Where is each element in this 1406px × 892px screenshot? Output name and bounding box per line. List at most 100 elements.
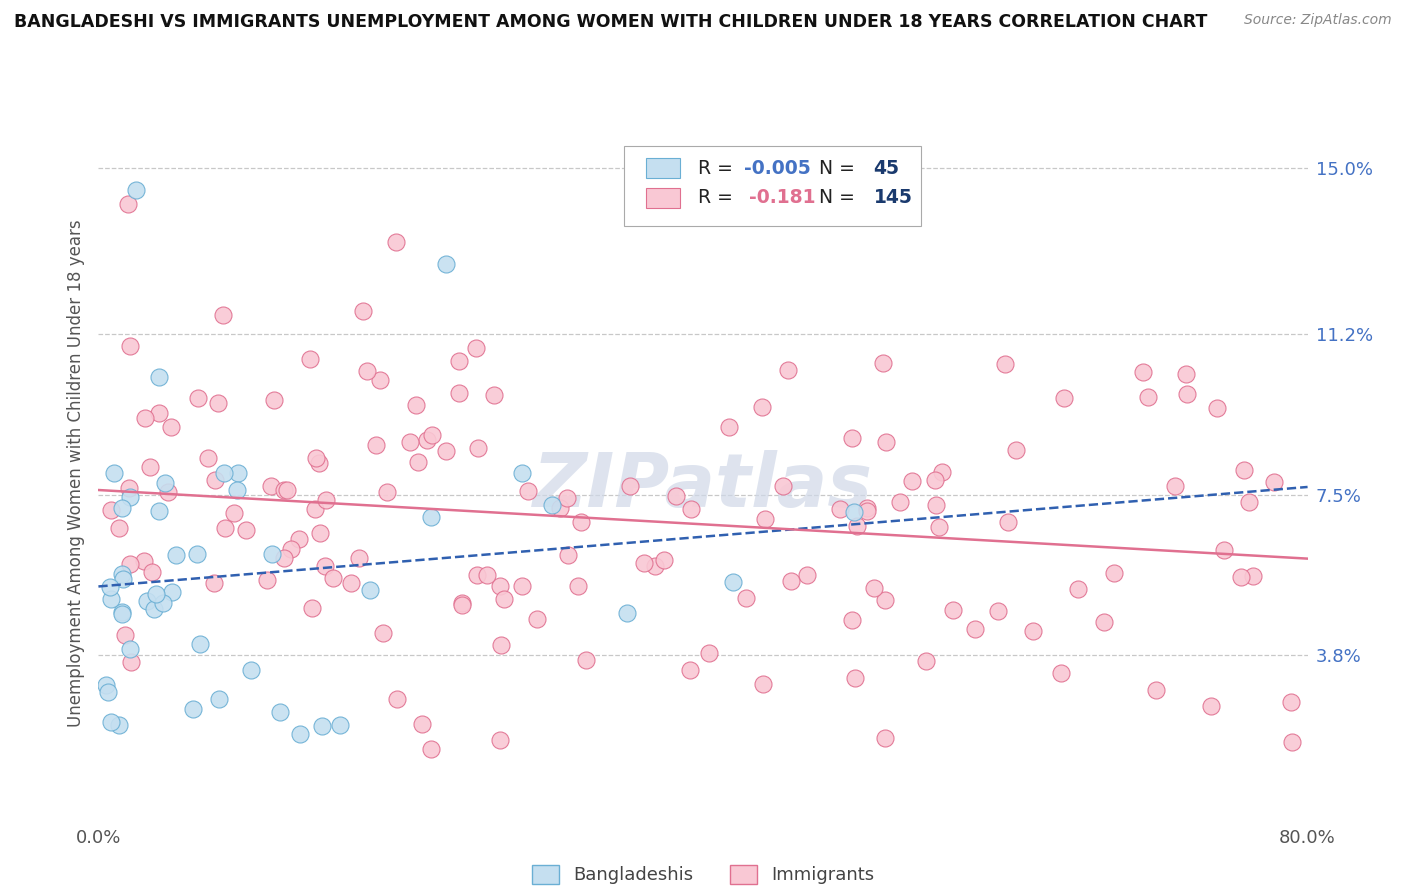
Point <box>100 715 122 730</box>
Point <box>1175 367 1198 381</box>
Point <box>616 606 638 620</box>
Point <box>844 671 866 685</box>
Point <box>1163 479 1185 493</box>
Point <box>526 612 548 626</box>
Point <box>360 582 382 597</box>
Point <box>132 554 155 568</box>
Point <box>148 406 170 420</box>
Point <box>569 515 592 529</box>
Point <box>482 388 505 402</box>
Point <box>434 444 457 458</box>
Point <box>1022 624 1045 638</box>
Point <box>100 503 122 517</box>
Point <box>475 568 498 582</box>
Point <box>152 596 174 610</box>
Point <box>273 483 295 497</box>
Point <box>844 505 866 519</box>
Point <box>226 466 249 480</box>
Point <box>1230 570 1253 584</box>
Point <box>399 434 422 449</box>
Point <box>141 565 163 579</box>
Point <box>111 607 134 621</box>
Point <box>828 501 851 516</box>
Point <box>1004 442 1026 457</box>
Text: N =: N = <box>807 159 860 178</box>
Point <box>488 578 510 592</box>
Point <box>465 568 488 582</box>
Point <box>540 498 562 512</box>
Point <box>148 504 170 518</box>
Text: R =: R = <box>699 159 740 178</box>
Point <box>314 558 336 573</box>
Point <box>681 502 703 516</box>
FancyBboxPatch shape <box>647 188 681 208</box>
Point <box>420 742 443 756</box>
Point <box>900 474 922 488</box>
Point <box>717 420 740 434</box>
Point <box>633 557 655 571</box>
Point <box>139 459 162 474</box>
Point <box>208 692 231 706</box>
Point <box>120 490 142 504</box>
Point <box>467 442 489 456</box>
Point <box>1092 615 1115 629</box>
Point <box>118 557 141 571</box>
Point <box>411 717 433 731</box>
Point <box>451 596 474 610</box>
Point <box>451 598 474 612</box>
Point <box>873 593 896 607</box>
Point <box>160 584 183 599</box>
Point <box>187 391 209 405</box>
Point <box>134 410 156 425</box>
Y-axis label: Unemployment Among Women with Children Under 18 years: Unemployment Among Women with Children U… <box>66 219 84 727</box>
Point <box>575 653 598 667</box>
Point <box>263 392 285 407</box>
Point <box>308 456 330 470</box>
Point <box>364 438 387 452</box>
Point <box>619 479 641 493</box>
Point <box>117 196 139 211</box>
Point <box>751 401 773 415</box>
Point <box>875 731 897 745</box>
Point <box>165 548 187 562</box>
Point <box>94 678 117 692</box>
Point <box>652 553 675 567</box>
Point <box>517 483 540 498</box>
Point <box>987 604 1010 618</box>
FancyBboxPatch shape <box>624 145 921 226</box>
Point <box>148 370 170 384</box>
Point <box>108 520 131 534</box>
Point <box>1199 699 1222 714</box>
Legend: Bangladeshis, Immigrants: Bangladeshis, Immigrants <box>524 857 882 892</box>
Point <box>212 466 235 480</box>
Point <box>924 473 946 487</box>
Point <box>754 512 776 526</box>
Point <box>304 502 326 516</box>
Point <box>356 364 378 378</box>
Text: N =: N = <box>807 188 860 208</box>
Point <box>489 638 512 652</box>
Point <box>371 625 394 640</box>
Text: 145: 145 <box>873 188 912 208</box>
Point <box>100 592 122 607</box>
Point <box>125 183 148 197</box>
Point <box>415 433 437 447</box>
Point <box>665 489 688 503</box>
Point <box>311 719 333 733</box>
Point <box>157 484 180 499</box>
Point <box>772 479 794 493</box>
Point <box>915 654 938 668</box>
Point <box>697 646 720 660</box>
Text: ZIPatlas: ZIPatlas <box>533 450 873 524</box>
Point <box>780 574 803 589</box>
Text: Source: ZipAtlas.com: Source: ZipAtlas.com <box>1244 13 1392 28</box>
Point <box>118 339 141 353</box>
Point <box>405 398 427 412</box>
Point <box>339 576 361 591</box>
Point <box>111 567 134 582</box>
Point <box>856 501 879 516</box>
Point <box>202 575 225 590</box>
Point <box>98 580 121 594</box>
Point <box>120 655 142 669</box>
Point <box>259 479 281 493</box>
